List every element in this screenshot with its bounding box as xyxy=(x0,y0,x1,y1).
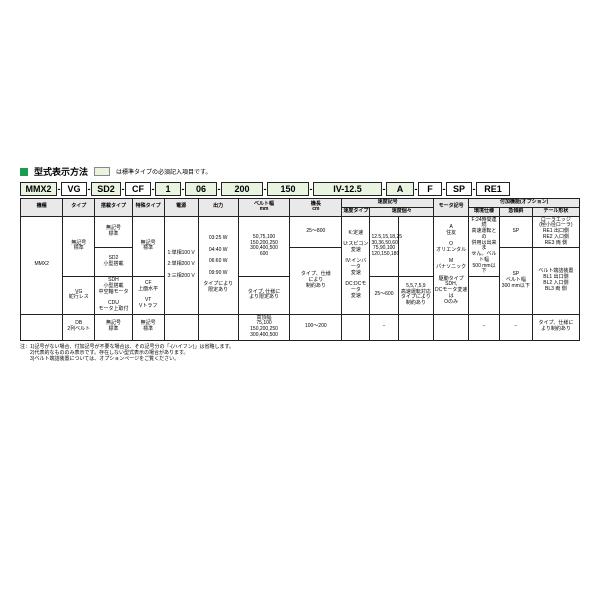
table-header: 急傾斜 xyxy=(499,207,532,216)
table-cell: DB2列ベルト xyxy=(63,314,95,340)
table-cell: SPベルト幅300 mm以下 xyxy=(499,248,532,314)
table-cell: SDH小型搭載中空軸モータCDUモータ上取付 xyxy=(95,277,133,315)
table-header: 電源 xyxy=(164,199,198,217)
table-cell: A住友OオリエンタルMパナソニック駆動タイプSDH,DCモータ変速はOのみ xyxy=(433,216,468,314)
table-cell: 03:25 W04:40 W06:60 W09:90 Wタイプにより限定あり xyxy=(198,216,238,314)
footnote-line: 3)ベルト端詰装置については、オプションページをご覧ください。 xyxy=(20,356,580,362)
table-cell: 25〜800 xyxy=(290,216,342,248)
model-segment: RE1 xyxy=(476,182,510,196)
table-header: モータ記号 xyxy=(433,199,468,217)
table-cell: VG蛇行レス xyxy=(63,277,95,315)
footnotes: 注：1)記号がない場合、付加記号が不要な場合は、その記号分の「-(ハイフン)」は… xyxy=(20,344,580,363)
table-header: 機長cm xyxy=(290,199,342,217)
table-cell: 50,75,100150,200,250300,400,500600 xyxy=(238,216,290,277)
table-header: 速度タイプ xyxy=(342,207,370,216)
table-cell xyxy=(433,314,468,340)
table-cell: − xyxy=(469,314,500,340)
model-segment: IV-12.5 xyxy=(313,182,382,196)
model-segment: 06 xyxy=(185,182,217,196)
title-bullet xyxy=(20,168,28,176)
table-cell: F:24時間連続高速運転との併用は出来ません。ベルト幅500 mm以下 xyxy=(469,216,500,277)
model-segment: F xyxy=(418,182,442,196)
legend-swatch xyxy=(94,167,110,176)
model-segment: CF xyxy=(125,182,151,196)
table-cell: 100〜200 xyxy=(290,314,342,340)
title-row: 型式表示方法 は標準タイプの必須記入項目です。 xyxy=(20,165,580,178)
table-cell: 無記号標準 xyxy=(132,216,164,277)
table-cell: SD2小型搭載 xyxy=(95,248,133,277)
model-code-row: MMX2-VG-SD2-CF-1-06-200-150-IV-12.5-A-F-… xyxy=(20,182,580,196)
table-header: タイプ xyxy=(63,199,95,217)
table-cell: CF上面水平VTVトラフ xyxy=(132,277,164,315)
table-header: 付加機能(オプション) xyxy=(469,199,580,208)
table-cell: 25〜600 xyxy=(370,277,398,315)
table-header: 出力 xyxy=(198,199,238,217)
page-title: 型式表示方法 xyxy=(34,165,88,178)
table-header: 搭載タイプ xyxy=(95,199,133,217)
table-header: 速度記号 xyxy=(342,199,434,208)
table-cell: − xyxy=(499,314,532,340)
table-cell: 12.5,15,18,2530,36,50,6075,90,100120,150… xyxy=(370,216,398,277)
table-header: 環境仕様 xyxy=(469,207,500,216)
model-segment: VG xyxy=(61,182,87,196)
model-segment: SD2 xyxy=(91,182,121,196)
legend-note: は標準タイプの必須記入項目です。 xyxy=(116,167,211,176)
table-cell: 無記号標準 xyxy=(95,314,133,340)
table-cell xyxy=(469,277,500,315)
table-cell: K:定速U:スピコン変速IV:インバータ変速DC:DCモータ変速 xyxy=(342,216,370,314)
model-segment: 150 xyxy=(267,182,309,196)
table-header: テール形状 xyxy=(532,207,579,216)
table-cell: タイプ､仕様により限定あり xyxy=(238,277,290,315)
model-segment: SP xyxy=(446,182,472,196)
table-cell: MMX2 xyxy=(21,216,63,314)
model-segment: MMX2 xyxy=(20,182,57,196)
table-cell xyxy=(398,216,433,277)
model-segment: 1 xyxy=(155,182,181,196)
table-header: 機種 xyxy=(21,199,63,217)
model-segment: 200 xyxy=(221,182,263,196)
table-cell xyxy=(21,314,63,340)
table-cell: ローラエッジ(極小径ローラ)RE1 出口側RE2 入口側RE3 両 側 xyxy=(532,216,579,248)
table-cell: ベルト端詰装置BL1 出口側BL2 入口側BL3 両 側 xyxy=(532,248,579,314)
table-header: 特殊タイプ xyxy=(132,199,164,217)
table-header: 速度個々 xyxy=(370,207,434,216)
table-cell: 高頂幅75,100150,200,250300,400,500 xyxy=(238,314,290,340)
table-cell: タイプ、仕様により制約あり xyxy=(532,314,579,340)
table-cell xyxy=(198,314,238,340)
table-cell: 5,5,7,5,9高速運転対応タイプにより制約あり xyxy=(398,277,433,315)
table-cell: 無記号標準 xyxy=(95,216,133,248)
table-header: ベルト幅mm xyxy=(238,199,290,217)
table-cell xyxy=(342,314,370,340)
table-cell: SP xyxy=(499,216,532,248)
table-cell: 無記号標準 xyxy=(63,216,95,277)
table-cell: 1:単相100 V2:単相200 V3:三相200 V xyxy=(164,216,198,314)
table-cell: タイプ、仕様により制約あり xyxy=(290,248,342,314)
spec-table: 機種タイプ搭載タイプ特殊タイプ電源出力ベルト幅mm機長cm速度記号モータ記号付加… xyxy=(20,198,580,341)
table-cell: 無記号標準 xyxy=(132,314,164,340)
table-cell: − xyxy=(370,314,398,340)
table-cell xyxy=(398,314,433,340)
model-segment: A xyxy=(386,182,414,196)
table-cell xyxy=(164,314,198,340)
